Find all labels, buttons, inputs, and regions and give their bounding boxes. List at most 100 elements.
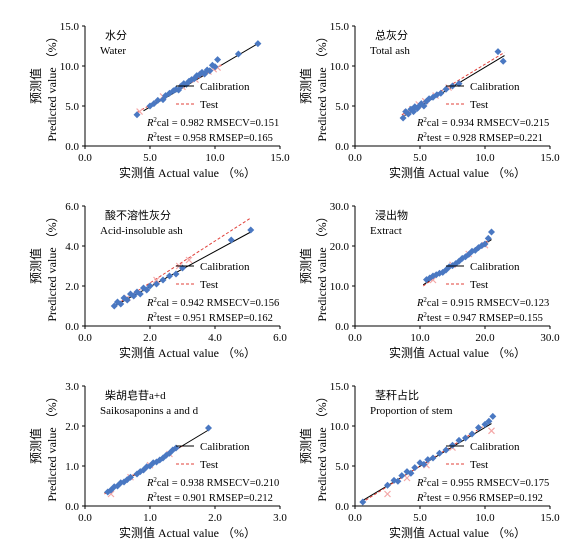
panel-title-en: Total ash [370,45,410,57]
x-tick-label: 2.0 [143,332,157,344]
y-axis-label: 预测值 Predicted value （%） [298,390,329,501]
test-point [384,490,391,498]
x-axis-label: 实测值 Actual value （%） [389,345,526,360]
x-tick-label: 20.0 [475,332,495,344]
y-tick-label: 6.0 [65,201,79,213]
legend-test-label: Test [470,459,488,471]
legend-test-label: Test [470,99,488,111]
calibration-point [429,454,437,462]
x-tick-label: 1.0 [143,512,157,524]
legend-test-label: Test [200,459,218,471]
y-tick-label: 5.0 [335,101,349,113]
y-tick-label: 30.0 [330,201,350,213]
calibration-point [136,290,144,298]
calibration-point [211,63,219,71]
calibration-point [442,85,450,93]
legend-calibration-label: Calibration [470,441,520,453]
calibration-point [399,114,407,122]
calibration-point [166,272,173,280]
calibration-point [407,469,415,477]
y-tick-label: 2.0 [65,281,79,293]
calibration-point [404,110,412,118]
x-tick-label: 5.0 [413,512,427,524]
panel-3: 0.0 2.0 4.0 6.0 0.0 2.0 4.0 6.0 实测值 Actual value… [28,201,287,360]
y-tick-label: 10.0 [330,281,350,293]
calibration-point [130,292,138,300]
panel-title-cn: 浸出物 [375,208,408,222]
y-tick-label: 2.0 [65,421,79,433]
y-tick-label: 5.0 [335,461,349,473]
x-tick-label: 0.0 [348,332,362,344]
calibration-point [359,498,367,506]
y-tick-label: 10.0 [60,61,80,73]
legend-calibration-label: Calibration [470,261,520,273]
x-tick-label: 10.0 [205,152,225,164]
y-tick-label: 15.0 [330,381,350,393]
calibration-point [227,236,235,244]
calibration-point [411,464,419,472]
stat-calibration: R2cal = 0.955 RMSECV=0.175 [416,476,549,489]
y-tick-label: 3.0 [65,381,79,393]
calibration-point [247,226,255,234]
x-tick-label: 30.0 [540,332,560,344]
stat-calibration: R2cal = 0.915 RMSECV=0.123 [416,296,549,309]
panel-title-en: Proportion of stem [370,405,453,417]
stat-test: R2test = 0.901 RMSEP=0.212 [146,491,273,504]
legend-calibration-label: Calibration [200,81,250,93]
x-tick-label: 0.0 [78,152,92,164]
calibration-point [394,477,402,485]
calibration-point [489,412,497,420]
stat-test: R2test = 0.958 RMSEP=0.165 [146,131,273,144]
calibration-point [133,111,141,119]
legend-calibration-label: Calibration [470,81,520,93]
y-tick-label: 15.0 [60,21,80,33]
calibration-point [172,270,180,278]
x-tick-label: 15.0 [540,152,560,164]
calibration-point [206,67,214,75]
x-tick-label: 5.0 [143,152,157,164]
y-tick-label: 1.0 [65,461,79,473]
test-point [153,276,160,284]
x-axis-label: 实测值 Actual value （%） [389,525,526,540]
y-tick-label: 20.0 [330,241,350,253]
calibration-point [484,234,492,242]
calibration-point [462,434,469,442]
y-tick-label: 0.0 [65,501,79,513]
calibration-point [153,280,160,288]
legend-test-label: Test [470,279,488,291]
x-tick-label: 2.0 [208,512,222,524]
stat-calibration: R2cal = 0.934 RMSECV=0.215 [416,116,549,129]
calibration-point [410,108,417,116]
x-tick-label: 15.0 [270,152,290,164]
calibration-point [481,420,489,428]
stat-calibration: R2cal = 0.942 RMSECV=0.156 [146,296,279,309]
calibration-point [214,56,222,64]
x-tick-label: 0.0 [78,332,92,344]
panel-5: 0.0 1.0 2.0 3.0 0.0 1.0 2.0 3.0 实测值 Actual value… [28,381,287,540]
x-tick-label: 4.0 [208,332,222,344]
calibration-point [154,96,162,104]
y-axis-label: 预测值 Predicted value （%） [28,210,59,321]
y-tick-label: 0.0 [335,141,349,153]
y-tick-label: 0.0 [335,501,349,513]
test-point [403,474,411,482]
legend-test-label: Test [200,99,218,111]
y-tick-label: 15.0 [330,21,350,33]
y-axis-label: 预测值 Predicted value （%） [298,30,329,141]
panel-title-cn: 水分 [105,29,127,42]
calibration-point [150,100,158,108]
x-tick-label: 10.0 [475,512,495,524]
x-axis-label: 实测值 Actual value （%） [119,525,256,540]
calibration-point [475,424,482,432]
panel-6: 0.0 5.0 10.0 15.0 0.0 5.0 10.0 15.0 实测值 Actual v… [298,381,560,540]
calibration-point [110,302,118,310]
stat-test: R2test = 0.928 RMSEP=0.221 [416,131,543,144]
stat-test: R2test = 0.951 RMSEP=0.162 [146,311,273,324]
y-tick-label: 10.0 [330,421,350,433]
calibration-point [488,228,495,236]
calibration-point [442,446,450,454]
legend-test-label: Test [200,279,218,291]
calibration-point [117,300,125,308]
calibration-point [468,430,476,438]
